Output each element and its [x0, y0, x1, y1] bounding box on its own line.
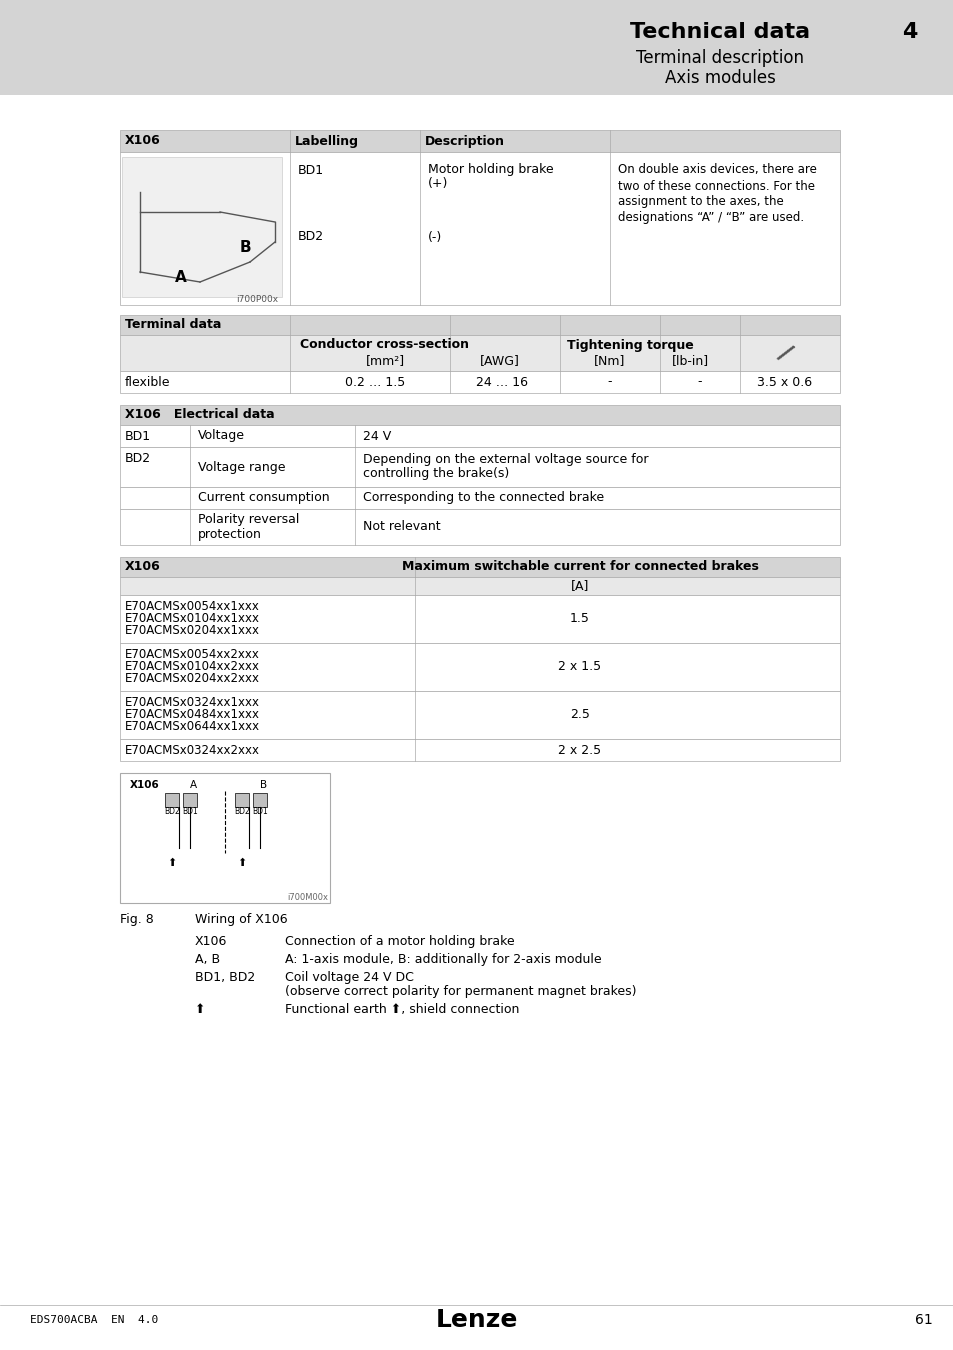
Text: Wiring of X106: Wiring of X106: [194, 913, 287, 926]
Text: E70ACMSx0484xx1xxx: E70ACMSx0484xx1xxx: [125, 709, 260, 721]
Text: B: B: [240, 239, 252, 255]
Text: ⬆: ⬆: [167, 859, 176, 868]
Text: A: 1-axis module, B: additionally for 2-axis module: A: 1-axis module, B: additionally for 2-…: [285, 953, 601, 967]
Text: X106   Electrical data: X106 Electrical data: [125, 409, 274, 421]
Text: -: -: [697, 375, 701, 389]
Text: BD2: BD2: [297, 231, 324, 243]
Bar: [120, 425, 840, 447]
Text: A: A: [190, 780, 197, 790]
Text: BD1, BD2: BD1, BD2: [194, 971, 255, 984]
Text: ⬆: ⬆: [194, 1003, 205, 1017]
Bar: [253, 792, 267, 807]
Text: E70ACMSx0644xx1xxx: E70ACMSx0644xx1xxx: [125, 721, 260, 733]
Text: Maximum switchable current for connected brakes: Maximum switchable current for connected…: [401, 560, 758, 574]
Text: -: -: [607, 375, 612, 389]
Text: (observe correct polarity for permanent magnet brakes): (observe correct polarity for permanent …: [285, 986, 636, 998]
Text: 24 V: 24 V: [363, 429, 391, 443]
Text: [lb-in]: [lb-in]: [671, 355, 708, 367]
Text: Depending on the external voltage source for: Depending on the external voltage source…: [363, 454, 648, 467]
Text: Voltage range: Voltage range: [198, 460, 285, 474]
Text: 61: 61: [914, 1314, 932, 1327]
Bar: [120, 558, 840, 576]
Bar: [120, 595, 840, 643]
Text: X106: X106: [125, 135, 161, 147]
Text: 2 x 1.5: 2 x 1.5: [558, 660, 601, 674]
Text: 1.5: 1.5: [570, 613, 589, 625]
Text: BD1: BD1: [297, 163, 324, 177]
Bar: [120, 153, 840, 305]
Bar: [120, 130, 840, 153]
Text: BD1: BD1: [252, 807, 268, 815]
Text: A, B: A, B: [194, 953, 220, 967]
Text: Terminal data: Terminal data: [125, 319, 221, 332]
Text: Not relevant: Not relevant: [363, 521, 440, 533]
Text: E70ACMSx0324xx2xxx: E70ACMSx0324xx2xxx: [125, 744, 260, 756]
Text: Corresponding to the connected brake: Corresponding to the connected brake: [363, 491, 603, 505]
Text: On double axis devices, there are: On double axis devices, there are: [618, 163, 816, 177]
Bar: [120, 371, 840, 393]
Text: Voltage: Voltage: [198, 429, 245, 443]
Text: [A]: [A]: [570, 579, 589, 593]
Text: i700P00x: i700P00x: [235, 296, 277, 305]
Text: assignment to the axes, the: assignment to the axes, the: [618, 196, 783, 208]
Bar: [120, 738, 840, 761]
Text: X106: X106: [194, 936, 227, 948]
Text: Polarity reversal
protection: Polarity reversal protection: [198, 513, 299, 541]
Text: E70ACMSx0204xx1xxx: E70ACMSx0204xx1xxx: [125, 625, 260, 637]
Bar: [165, 792, 179, 807]
Bar: [120, 335, 840, 371]
Text: 24 … 16: 24 … 16: [476, 375, 527, 389]
Text: two of these connections. For the: two of these connections. For the: [618, 180, 814, 193]
Text: (+): (+): [428, 177, 448, 190]
Text: A: A: [174, 270, 187, 285]
Text: E70ACMSx0054xx1xxx: E70ACMSx0054xx1xxx: [125, 601, 259, 613]
Bar: [0, 0, 953, 95]
Bar: [120, 576, 840, 595]
Text: [Nm]: [Nm]: [594, 355, 625, 367]
Bar: [234, 792, 249, 807]
Text: BD2: BD2: [125, 451, 151, 464]
Bar: [120, 509, 840, 545]
Bar: [120, 691, 840, 738]
Bar: [120, 774, 330, 903]
Text: 2 x 2.5: 2 x 2.5: [558, 744, 601, 756]
Bar: [120, 405, 840, 425]
Bar: [183, 792, 196, 807]
Text: [mm²]: [mm²]: [365, 355, 404, 367]
Text: E70ACMSx0054xx2xxx: E70ACMSx0054xx2xxx: [125, 648, 259, 662]
Text: Connection of a motor holding brake: Connection of a motor holding brake: [285, 936, 514, 948]
Text: Lenze: Lenze: [436, 1308, 517, 1332]
Text: (-): (-): [428, 231, 442, 243]
Text: X106: X106: [130, 780, 159, 790]
Text: Coil voltage 24 V DC: Coil voltage 24 V DC: [285, 971, 414, 984]
Text: Functional earth ⬆, shield connection: Functional earth ⬆, shield connection: [285, 1003, 518, 1017]
Text: Tightening torque: Tightening torque: [566, 339, 693, 351]
Text: 2.5: 2.5: [570, 709, 589, 721]
Text: 4: 4: [902, 22, 917, 42]
Text: E70ACMSx0104xx2xxx: E70ACMSx0104xx2xxx: [125, 660, 260, 674]
Text: BD1: BD1: [125, 429, 151, 443]
Text: Motor holding brake: Motor holding brake: [428, 163, 553, 177]
Text: Terminal description: Terminal description: [636, 49, 803, 68]
Bar: [120, 447, 840, 487]
Text: /: /: [774, 340, 795, 366]
Text: Labelling: Labelling: [294, 135, 358, 147]
Text: 3.5 x 0.6: 3.5 x 0.6: [757, 375, 812, 389]
Text: BD2: BD2: [164, 807, 180, 815]
Text: Conductor cross-section: Conductor cross-section: [300, 339, 469, 351]
Text: EDS700ACBA  EN  4.0: EDS700ACBA EN 4.0: [30, 1315, 158, 1324]
Text: i700M00x: i700M00x: [287, 894, 328, 903]
Text: BD2: BD2: [233, 807, 250, 815]
Text: BD1: BD1: [182, 807, 197, 815]
Bar: [120, 315, 840, 335]
Text: designations “A” / “B” are used.: designations “A” / “B” are used.: [618, 212, 803, 224]
Bar: [120, 643, 840, 691]
Text: Fig. 8: Fig. 8: [120, 913, 153, 926]
Text: X106: X106: [125, 560, 161, 574]
Text: Current consumption: Current consumption: [198, 491, 330, 505]
Text: [AWG]: [AWG]: [479, 355, 519, 367]
Text: flexible: flexible: [125, 375, 171, 389]
Text: ⬆: ⬆: [237, 859, 247, 868]
Text: E70ACMSx0324xx1xxx: E70ACMSx0324xx1xxx: [125, 697, 260, 710]
